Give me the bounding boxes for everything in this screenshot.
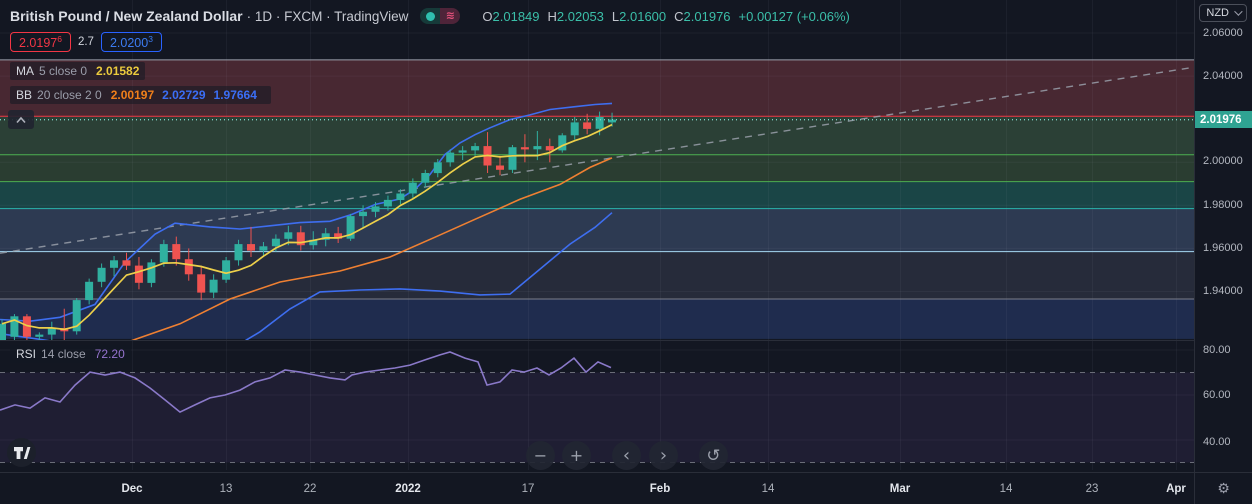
time-axis-label: Mar	[889, 482, 911, 495]
tradingview-logo[interactable]	[7, 438, 36, 467]
time-axis-label: 14	[761, 482, 775, 495]
green-dot-icon[interactable]	[420, 8, 441, 24]
open-value: 2.01849	[492, 8, 540, 24]
price-axis-label: 2.04000	[1203, 70, 1243, 82]
symbol-meta[interactable]: · 1D · FXCM · TradingView	[246, 8, 409, 24]
ma-params: 5 close 0	[39, 64, 88, 78]
time-axis-label: 17	[521, 482, 535, 495]
change-value: +0.00127 (+0.06%)	[738, 8, 850, 24]
rsi-pane	[0, 351, 1194, 463]
time-axis-label: 2022	[395, 482, 421, 495]
price-axis[interactable]: NZD 2.01976 2.06000 2.04000 2.00000 1.98000…	[1194, 0, 1252, 472]
currency-label: NZD	[1206, 7, 1229, 19]
gear-icon[interactable]: ⚙	[1217, 480, 1230, 496]
ohlc-readout: O 2.01849 H 2.02053 L 2.01600 C 2.01976 +0.0…	[474, 9, 849, 24]
zoom-out-button[interactable]: −	[526, 441, 555, 470]
price-axis-label: 1.98000	[1203, 199, 1243, 211]
tv-logo-glyph	[13, 446, 30, 459]
price-bands	[0, 59, 1194, 339]
price-axis-label: 1.96000	[1203, 242, 1243, 254]
time-axis-label: 13	[219, 482, 233, 495]
rsi-name: RSI	[16, 347, 37, 361]
ma-line[interactable]	[1, 123, 613, 331]
collapse-legend-button[interactable]	[8, 110, 34, 129]
chart-header: British Pound / New Zealand Dollar · 1D …	[10, 7, 850, 25]
chart-canvas[interactable]	[0, 0, 1194, 472]
scroll-left-button[interactable]: ‹	[612, 441, 641, 470]
reset-view-button[interactable]: ↺	[699, 441, 728, 470]
rsi-zone-fill	[0, 372, 1194, 463]
low-value: 2.01600	[619, 8, 667, 24]
bb-basis-value: 2.00197	[110, 88, 155, 102]
horizontal-levels[interactable]	[0, 59, 1194, 300]
bid-ask-widget: 2.01976 2.7 2.02003	[10, 32, 162, 53]
price-axis-label: 80.00	[1203, 344, 1231, 356]
bb-upper-value: 2.02729	[162, 88, 206, 102]
trendline[interactable]	[0, 67, 1191, 254]
time-axis-label: 14	[999, 482, 1013, 495]
ma-legend[interactable]: MA 5 close 0 2.01582	[10, 62, 146, 80]
ma-value: 2.01582	[96, 64, 140, 78]
time-axis[interactable]: Dec 13 22 2022 17 Feb 14 Mar 14 23 Apr	[0, 472, 1194, 504]
bb-basis-line	[131, 157, 613, 340]
bb-name: BB	[16, 88, 33, 102]
bb-legend[interactable]: BB 20 close 2 0 2.00197 2.02729 1.97664	[10, 86, 271, 104]
last-price-tag: 2.01976	[1195, 111, 1252, 128]
time-axis-label: 23	[1085, 482, 1099, 495]
bid-price[interactable]: 2.01976	[10, 32, 71, 53]
chevron-down-icon	[1234, 7, 1243, 16]
time-axis-label: Feb	[649, 482, 671, 495]
price-axis-label: 2.06000	[1203, 27, 1243, 39]
ask-price[interactable]: 2.02003	[100, 32, 162, 53]
mini-indicator-pills[interactable]: ≋	[420, 8, 461, 24]
gridlines	[0, 0, 1194, 470]
rsi-value: 72.20	[94, 347, 125, 361]
rsi-params: 14 close	[41, 347, 86, 361]
pink-wave-icon[interactable]: ≋	[440, 8, 461, 24]
bb-params: 20 close 2 0	[37, 88, 102, 102]
axis-settings-cell[interactable]: ⚙	[1194, 472, 1252, 504]
time-axis-label: Apr	[1166, 482, 1186, 495]
rsi-legend[interactable]: RSI 14 close 72.20	[10, 345, 131, 363]
bb-lower-line	[0, 212, 613, 340]
close-value: 2.01976	[683, 8, 731, 24]
symbol-title[interactable]: British Pound / New Zealand Dollar	[10, 8, 243, 24]
time-axis-label: 22	[303, 482, 317, 495]
currency-selector[interactable]: NZD	[1199, 4, 1247, 22]
high-value: 2.02053	[556, 8, 604, 24]
price-axis-label: 2.00000	[1203, 155, 1243, 167]
price-axis-label: 1.94000	[1203, 285, 1243, 297]
low-label: L	[611, 8, 620, 24]
scroll-right-button[interactable]: ›	[649, 441, 678, 470]
chevron-up-icon	[16, 116, 26, 123]
price-axis-label: 60.00	[1203, 389, 1231, 401]
open-label: O	[482, 8, 493, 24]
high-label: H	[547, 8, 557, 24]
bb-lower-value: 1.97664	[213, 88, 257, 102]
zoom-in-button[interactable]: +	[562, 441, 591, 470]
price-axis-label: 40.00	[1203, 436, 1231, 448]
ma-name: MA	[16, 64, 34, 78]
close-label: C	[674, 8, 684, 24]
rsi-line	[0, 351, 612, 414]
time-axis-label: Dec	[121, 482, 143, 495]
spread-value: 2.7	[77, 36, 94, 49]
